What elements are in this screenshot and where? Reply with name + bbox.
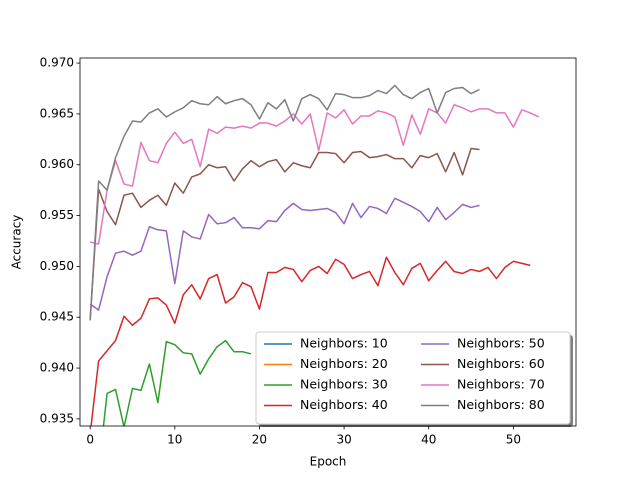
series-line [89, 84, 480, 321]
legend-label: Neighbors: 80 [457, 397, 545, 412]
y-tick-label: 0.965 [40, 106, 74, 120]
x-tick-label: 30 [336, 433, 351, 447]
y-tick-label: 0.960 [40, 157, 74, 171]
series-line [89, 197, 480, 311]
y-tick-label: 0.945 [40, 310, 74, 324]
y-axis-label: Accuracy [10, 215, 24, 270]
plot-area [89, 84, 540, 426]
y-tick-label: 0.955 [40, 208, 74, 222]
legend-frame [255, 331, 571, 425]
y-tick-label: 0.950 [40, 259, 74, 273]
x-tick-label: 20 [252, 433, 267, 447]
x-tick-label: 0 [86, 433, 94, 447]
legend: Neighbors: 10 Neighbors: 20 Neighbors: 30 N… [255, 331, 573, 427]
series-line [102, 339, 252, 426]
x-tick-label: 10 [167, 433, 182, 447]
y-tick-label: 0.940 [40, 361, 74, 375]
legend-label: Neighbors: 60 [457, 356, 545, 371]
legend-label: Neighbors: 20 [300, 356, 388, 371]
x-tick-label: 40 [421, 433, 436, 447]
x-axis-label: Epoch [310, 455, 347, 469]
legend-label: Neighbors: 70 [457, 377, 545, 392]
series-line [89, 104, 540, 245]
series-line [90, 256, 531, 426]
legend-label: Neighbors: 30 [300, 377, 388, 392]
y-tick-label: 0.970 [40, 56, 74, 70]
x-tick-label: 50 [506, 433, 521, 447]
series-line [89, 147, 480, 321]
y-tick-label: 0.935 [40, 411, 74, 425]
legend-label: Neighbors: 40 [300, 397, 388, 412]
legend-label: Neighbors: 10 [300, 336, 388, 351]
legend-label: Neighbors: 50 [457, 336, 545, 351]
